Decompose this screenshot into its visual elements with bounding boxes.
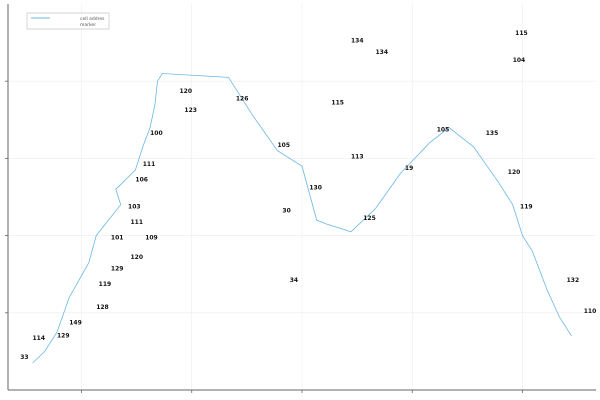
marker-label: 129	[57, 333, 70, 340]
marker-label: 104	[513, 57, 526, 64]
marker-label: 129	[111, 265, 124, 272]
marker-layer: 33 114 129 149 128 119 129 120 101 109 111 103 106 11…	[20, 30, 596, 361]
axis-layer	[5, 4, 596, 393]
marker-label: 33	[20, 354, 28, 361]
marker-label: 123	[184, 107, 197, 114]
marker-label: 134	[351, 38, 364, 45]
marker-label: 109	[145, 234, 158, 241]
marker-label: 115	[515, 30, 528, 37]
marker-label: 111	[143, 161, 156, 168]
marker-label: 120	[131, 254, 144, 261]
marker-label: 34	[290, 277, 298, 284]
marker-label: 134	[376, 49, 389, 56]
marker-label: 114	[33, 335, 46, 342]
marker-label: 149	[69, 319, 82, 326]
marker-label: 128	[96, 304, 109, 311]
marker-label: 120	[180, 88, 193, 95]
marker-label: 130	[309, 184, 322, 191]
legend-label-marker: marker	[80, 22, 96, 28]
marker-label: 119	[99, 281, 112, 288]
marker-label: 111	[131, 219, 144, 226]
marker-label: 135	[486, 130, 499, 137]
legend-label-cell-addres: cell addres	[80, 16, 105, 22]
marker-label: 101	[111, 234, 124, 241]
marker-label: 105	[437, 126, 450, 133]
grid-layer	[8, 4, 596, 390]
marker-label: 113	[351, 153, 364, 160]
series-layer	[32, 73, 572, 364]
marker-label: 19	[405, 165, 413, 172]
marker-label: 110	[584, 308, 597, 315]
marker-label: 103	[128, 204, 141, 211]
marker-label: 125	[363, 215, 376, 222]
marker-label: 120	[508, 169, 521, 176]
marker-label: 119	[520, 204, 533, 211]
series-line-cell-addres	[32, 73, 572, 364]
marker-label: 126	[236, 96, 249, 103]
legend-box	[26, 12, 110, 30]
legend: cell addres marker	[26, 12, 110, 30]
marker-label: 132	[567, 277, 580, 284]
marker-label: 100	[150, 130, 163, 137]
marker-label: 115	[331, 99, 344, 106]
marker-label: 105	[278, 142, 291, 149]
marker-label: 30	[282, 207, 290, 214]
marker-label: 106	[135, 177, 148, 184]
